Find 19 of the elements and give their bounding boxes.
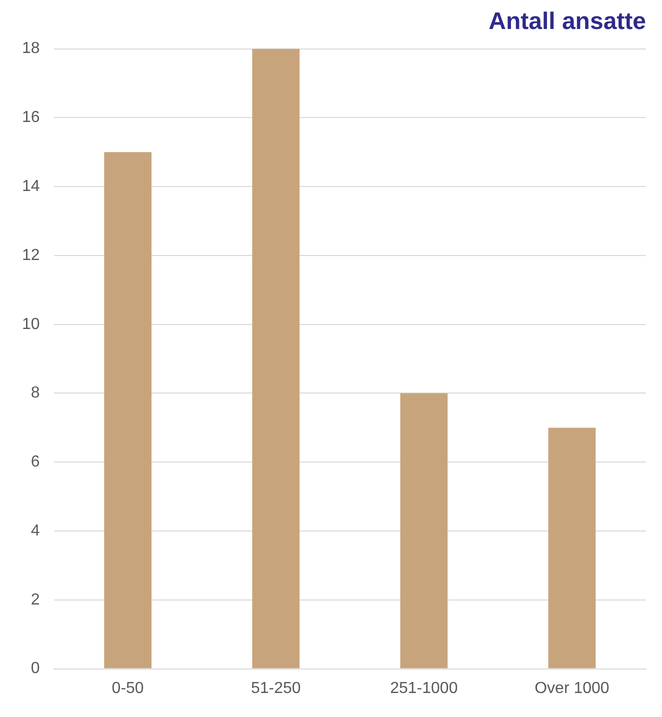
chart-title: Antall ansatte [488,8,646,36]
y-tick-label: 0 [30,660,40,678]
y-tick-label: 4 [30,522,40,540]
x-tick-label: Over 1000 [534,680,610,697]
x-tick-label: 0-50 [112,680,144,697]
bar [400,393,448,668]
y-tick-label: 14 [22,178,40,195]
bar [104,152,152,668]
y-tick-label: 2 [30,591,40,608]
y-tick-label: 8 [30,384,40,402]
x-tick-label: 51-250 [250,680,301,697]
x-tick-label: 251-1000 [390,680,458,697]
y-tick-label: 6 [30,454,40,471]
y-tick-label: 18 [22,40,40,58]
bar [548,428,596,668]
y-tick-label: 12 [22,246,40,264]
bar [252,48,300,668]
y-tick-label: 10 [22,316,40,333]
y-tick-label: 16 [22,109,40,126]
